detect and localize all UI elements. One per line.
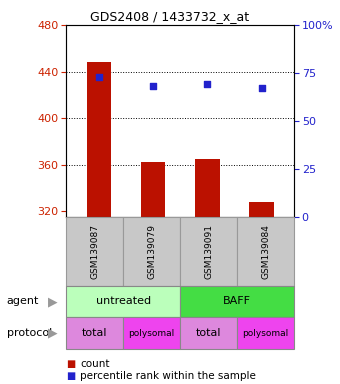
Text: count: count: [80, 359, 109, 369]
Text: GSM139091: GSM139091: [204, 224, 213, 279]
Text: BAFF: BAFF: [223, 296, 251, 306]
Bar: [249, 202, 274, 217]
Point: [205, 81, 210, 88]
Bar: [195, 159, 220, 217]
Text: GSM139084: GSM139084: [261, 224, 270, 279]
Text: agent: agent: [7, 296, 39, 306]
Point: [259, 85, 264, 91]
Text: ▶: ▶: [48, 327, 57, 339]
Bar: [87, 62, 111, 217]
Text: protocol: protocol: [7, 328, 52, 338]
Text: GSM139079: GSM139079: [147, 224, 156, 279]
Text: ■: ■: [66, 359, 75, 369]
Point: [96, 74, 102, 80]
Text: total: total: [82, 328, 107, 338]
Text: GSM139087: GSM139087: [90, 224, 99, 279]
Text: total: total: [196, 328, 221, 338]
Point: [150, 83, 156, 89]
Text: polysomal: polysomal: [242, 329, 289, 338]
Text: percentile rank within the sample: percentile rank within the sample: [80, 371, 256, 381]
Bar: [141, 162, 165, 217]
Text: polysomal: polysomal: [129, 329, 175, 338]
Text: GDS2408 / 1433732_x_at: GDS2408 / 1433732_x_at: [90, 10, 250, 23]
Text: ■: ■: [66, 371, 75, 381]
Text: ▶: ▶: [48, 295, 57, 308]
Text: untreated: untreated: [96, 296, 151, 306]
